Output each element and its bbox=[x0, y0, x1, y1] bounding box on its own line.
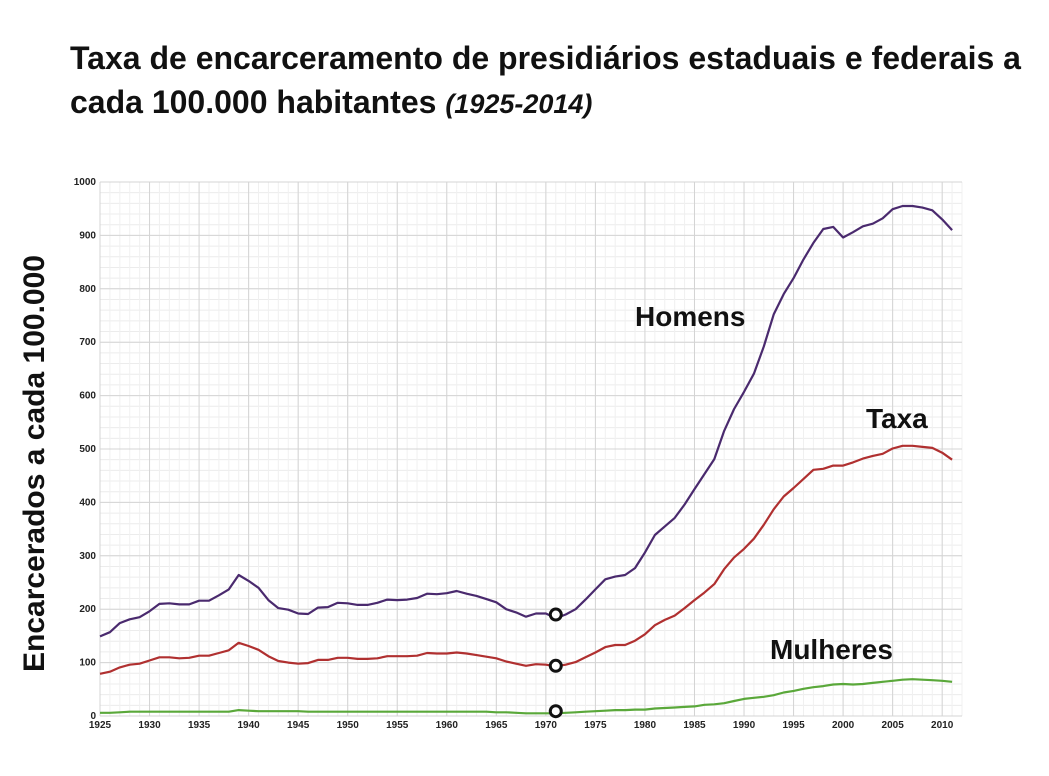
y-tick-label: 900 bbox=[79, 230, 96, 241]
x-tick-label: 1935 bbox=[188, 720, 211, 731]
y-tick-label: 800 bbox=[79, 284, 96, 295]
x-tick-label: 1930 bbox=[138, 720, 161, 731]
grid bbox=[99, 181, 963, 717]
x-tick-label: 1925 bbox=[89, 720, 112, 731]
x-tick-label: 1980 bbox=[634, 720, 657, 731]
series-label-mulheres: Mulheres bbox=[770, 634, 893, 665]
series-labels: Homens Taxa Mulheres bbox=[635, 301, 928, 665]
series-lines bbox=[99, 204, 953, 715]
x-tick-label: 1985 bbox=[683, 720, 706, 731]
x-tick-label: 1995 bbox=[782, 720, 805, 731]
x-tick-label: 1970 bbox=[535, 720, 558, 731]
chart-subtitle: (1925-2014) bbox=[445, 89, 593, 119]
axis-ticks: 0 100 200 300 400 500 600 700 800 900 1000 1925 1930… bbox=[74, 177, 954, 731]
series-line-homens bbox=[99, 204, 953, 638]
y-tick-label: 100 bbox=[79, 658, 96, 669]
y-tick-label: 600 bbox=[79, 391, 96, 402]
x-tick-label: 2005 bbox=[882, 720, 905, 731]
marker-mulheres bbox=[548, 704, 563, 719]
marker-homens bbox=[548, 607, 563, 622]
x-tick-label: 1950 bbox=[337, 720, 360, 731]
x-tick-label: 1965 bbox=[485, 720, 508, 731]
series-line-taxa bbox=[99, 444, 953, 675]
y-tick-label: 200 bbox=[79, 604, 96, 615]
marker-taxa bbox=[548, 658, 563, 673]
y-tick-label: 500 bbox=[79, 444, 96, 455]
x-tick-label: 1945 bbox=[287, 720, 310, 731]
series-label-homens: Homens bbox=[635, 301, 745, 332]
x-tick-label: 1960 bbox=[436, 720, 459, 731]
chart-title-text: Taxa de encarceramento de presidiários e… bbox=[70, 40, 1021, 120]
series-line-mulheres bbox=[100, 678, 953, 715]
x-tick-label: 1990 bbox=[733, 720, 756, 731]
annotation-markers bbox=[548, 607, 563, 719]
x-tick-label: 2000 bbox=[832, 720, 855, 731]
y-tick-label: 300 bbox=[79, 551, 96, 562]
x-tick-label: 1975 bbox=[584, 720, 607, 731]
y-tick-label: 700 bbox=[79, 337, 96, 348]
x-tick-label: 1955 bbox=[386, 720, 409, 731]
x-tick-label: 2010 bbox=[931, 720, 954, 731]
y-tick-label: 1000 bbox=[74, 177, 97, 188]
series-label-taxa: Taxa bbox=[866, 403, 928, 434]
chart-title: Taxa de encarceramento de presidiários e… bbox=[70, 36, 1030, 126]
x-tick-label: 1940 bbox=[237, 720, 260, 731]
y-tick-label: 400 bbox=[79, 497, 96, 508]
y-tick-label: 0 bbox=[90, 711, 96, 722]
